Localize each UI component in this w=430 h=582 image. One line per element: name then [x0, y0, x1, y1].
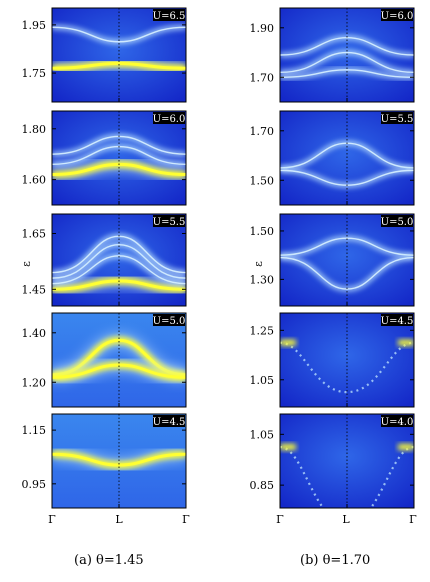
- band-line-1: [52, 255, 186, 285]
- u-label-text: U=4.5: [153, 417, 186, 428]
- u-label-text: U=6.5: [153, 11, 186, 22]
- u-label: U=5.5: [153, 215, 186, 228]
- band-edge-left: [280, 444, 296, 451]
- panel-b-5: 1.70 1.90 U=6.0: [250, 7, 415, 103]
- panel-b-7: 1.30 1.50 U=5.0: [250, 213, 415, 307]
- panel-bands: [52, 24, 186, 76]
- x-tick-gamma-left: Γ: [48, 513, 56, 526]
- y-tick-label: 1.45: [22, 283, 47, 296]
- panel-bands: [52, 447, 186, 473]
- band-line-2: [52, 243, 186, 279]
- u-label-text: U=5.5: [381, 114, 414, 125]
- panel-b-6: 1.50 1.70 U=5.5: [250, 110, 415, 206]
- u-label-text: U=6.0: [153, 114, 186, 125]
- band-line-0: [280, 237, 414, 256]
- panel-a-0: 1.75 1.95 U=6.5: [22, 7, 187, 103]
- u-label: U=4.0: [381, 415, 414, 428]
- y-tick-label: 1.65: [22, 228, 47, 241]
- u-label-box: [153, 9, 185, 21]
- y-axis-label-right: ε: [252, 261, 265, 267]
- band-edge-right: [398, 339, 414, 346]
- u-label-text: U=4.5: [381, 316, 414, 327]
- band-line-1: [280, 256, 414, 290]
- x-tick-l-b: L: [342, 513, 350, 526]
- y-tick-label: 1.80: [22, 123, 47, 136]
- u-label-text: U=6.0: [381, 11, 414, 22]
- u-label: U=4.5: [381, 314, 414, 327]
- y-tick-label: 1.95: [22, 19, 47, 32]
- panel-bands: [280, 35, 414, 80]
- band-line-1: [280, 51, 414, 74]
- u-label-text: U=4.0: [381, 417, 414, 428]
- u-label: U=6.0: [153, 112, 186, 125]
- band-core-0: [52, 61, 186, 70]
- panel-bands: [280, 444, 414, 508]
- panel-b-8: 1.05 1.25 U=4.5: [250, 312, 415, 408]
- x-axis-labels-right: Γ L Γ: [276, 513, 417, 526]
- y-tick-label: 0.95: [22, 478, 47, 491]
- y-tick-label: 1.15: [22, 424, 47, 437]
- u-label: U=4.5: [153, 415, 186, 428]
- y-tick-label: 1.05: [250, 374, 275, 387]
- u-label-text: U=5.0: [381, 217, 414, 228]
- band-dotted-0: [280, 341, 414, 394]
- caption-right: (b) θ=1.70: [300, 553, 371, 568]
- panel-a-2: 1.45 1.65 U=5.5: [22, 213, 187, 307]
- y-tick-label: 0.85: [250, 479, 275, 492]
- u-label-box: [153, 314, 185, 326]
- x-tick-gamma-right-left: Γ: [182, 513, 190, 526]
- y-tick-label: 1.30: [250, 273, 275, 286]
- y-tick-label: 1.05: [250, 428, 275, 441]
- caption-left: (a) θ=1.45: [74, 553, 144, 568]
- u-label-box: [381, 112, 413, 124]
- u-label-box: [381, 415, 413, 427]
- y-tick-label: 1.40: [22, 327, 47, 340]
- x-tick-gamma-left-b: Γ: [276, 513, 284, 526]
- y-tick-label: 1.90: [250, 22, 275, 35]
- panel-bands: [280, 339, 414, 394]
- u-label-text: U=5.0: [153, 316, 186, 327]
- panel-bands: [280, 235, 414, 292]
- u-label: U=5.0: [153, 314, 186, 327]
- panel-a-1: 1.60 1.80 U=6.0: [22, 110, 187, 206]
- y-tick-label: 1.20: [22, 376, 47, 389]
- u-label-box: [153, 112, 185, 124]
- u-label-text: U=5.5: [153, 217, 186, 228]
- y-tick-label: 1.70: [250, 71, 275, 84]
- u-label-box: [153, 415, 185, 427]
- panel-b-9: 0.85 1.05 U=4.0: [250, 413, 415, 509]
- panel-bands: [52, 333, 186, 385]
- panel-a-3: 1.20 1.40 U=5.0: [22, 312, 187, 408]
- x-axis-labels-left: Γ L Γ: [48, 513, 190, 526]
- x-tick-l-left: L: [115, 513, 123, 526]
- band-line-1: [52, 26, 186, 43]
- band-line-2: [280, 36, 414, 56]
- u-label-box: [381, 9, 413, 21]
- y-tick-label: 1.75: [22, 67, 47, 80]
- band-line-0: [280, 69, 414, 78]
- u-label-box: [381, 314, 413, 326]
- panels-layer: 1.751.95U=6.51.601.80U=6.01.451.65U=5.51…: [22, 7, 415, 509]
- y-tick-label: 1.70: [250, 125, 275, 138]
- band-edge-right: [398, 444, 414, 451]
- u-label: U=6.0: [381, 9, 414, 22]
- u-label-box: [153, 215, 185, 227]
- u-label: U=6.5: [153, 9, 186, 22]
- y-tick-label: 1.50: [250, 174, 275, 187]
- u-label: U=5.0: [381, 215, 414, 228]
- y-axis-label-left: ε: [20, 261, 33, 267]
- x-tick-gamma-right-b: Γ: [409, 513, 417, 526]
- band-core-0: [52, 338, 186, 377]
- band-edge-left: [280, 339, 296, 346]
- panel-a-4: 0.95 1.15 U=4.5: [22, 413, 187, 509]
- band-core-0: [52, 452, 186, 467]
- u-label-box: [381, 215, 413, 227]
- u-label: U=5.5: [381, 112, 414, 125]
- band-core-1: [52, 363, 186, 379]
- y-tick-label: 1.50: [250, 225, 275, 238]
- y-tick-label: 1.60: [22, 174, 47, 187]
- y-tick-label: 1.25: [250, 324, 275, 337]
